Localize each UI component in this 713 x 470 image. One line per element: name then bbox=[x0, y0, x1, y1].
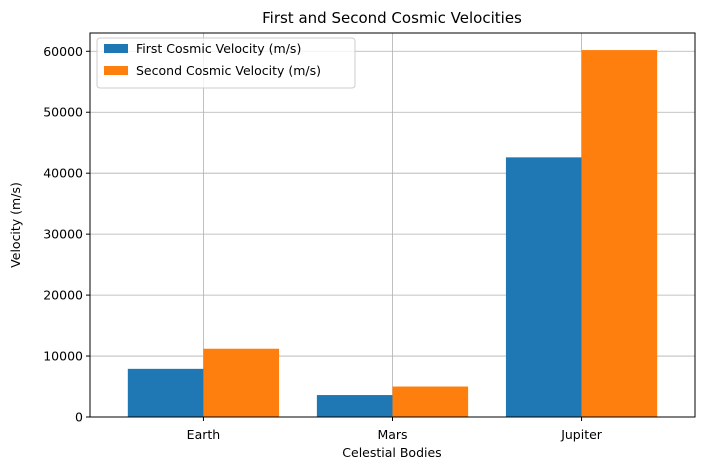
legend-swatch-first[interactable] bbox=[104, 44, 128, 53]
y-tick-label: 20000 bbox=[43, 288, 83, 303]
legend: First Cosmic Velocity (m/s) Second Cosmi… bbox=[96, 37, 356, 89]
x-tick-label: Earth bbox=[187, 427, 221, 442]
y-tick-label: 50000 bbox=[43, 105, 83, 120]
x-tick-label: Mars bbox=[377, 427, 407, 442]
bar-first-mars[interactable] bbox=[316, 395, 393, 417]
legend-label-first: First Cosmic Velocity (m/s) bbox=[136, 41, 301, 56]
y-tick-label: 0 bbox=[75, 410, 83, 425]
y-axis-label: Velocity (m/s) bbox=[8, 182, 23, 268]
x-axis-ticks: Earth Mars Jupiter bbox=[187, 417, 603, 442]
y-tick-label: 40000 bbox=[43, 166, 83, 181]
x-tick-label: Jupiter bbox=[560, 427, 603, 442]
bar-second-jupiter[interactable] bbox=[581, 50, 658, 418]
chart-title: First and Second Cosmic Velocities bbox=[262, 9, 522, 27]
y-axis-ticks: 0 10000 20000 30000 40000 50000 60000 bbox=[43, 44, 90, 425]
y-tick-label: 10000 bbox=[43, 349, 83, 364]
bar-first-jupiter[interactable] bbox=[505, 157, 582, 418]
y-tick-label: 60000 bbox=[43, 44, 83, 59]
bar-second-mars[interactable] bbox=[392, 386, 469, 417]
bar-second-earth[interactable] bbox=[203, 348, 280, 417]
bar-first-earth[interactable] bbox=[127, 368, 204, 417]
x-axis-label: Celestial Bodies bbox=[342, 445, 441, 460]
legend-box bbox=[96, 37, 356, 89]
y-tick-label: 30000 bbox=[43, 227, 83, 242]
bars bbox=[127, 50, 658, 418]
legend-swatch-second[interactable] bbox=[104, 66, 128, 75]
legend-label-second: Second Cosmic Velocity (m/s) bbox=[136, 63, 321, 78]
